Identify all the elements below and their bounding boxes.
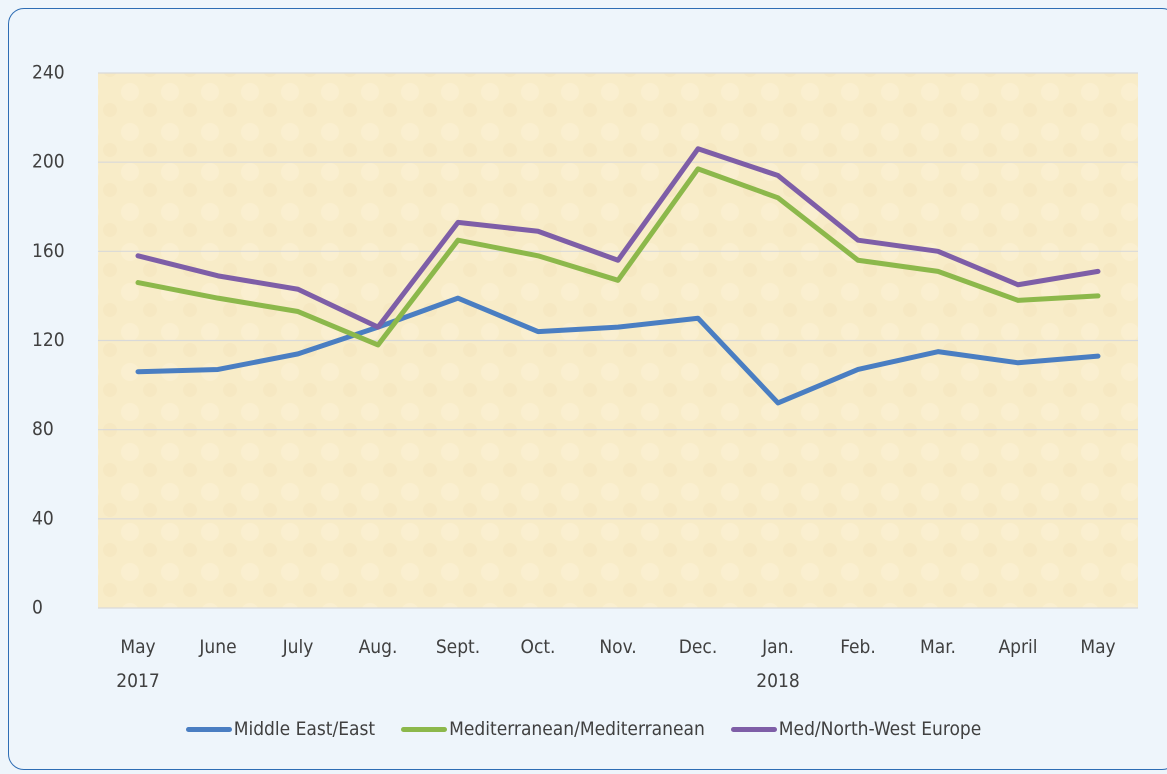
series-line <box>135 166 1101 348</box>
y-tick-label: 0 <box>32 597 43 619</box>
series-line <box>135 295 1101 406</box>
y-tick-label: 200 <box>32 151 65 173</box>
legend-item: Med/North-West Europe <box>730 718 982 740</box>
series-line <box>135 146 1101 330</box>
legend-label: Mediterranean/Mediterranean <box>449 718 705 740</box>
y-tick-label: 80 <box>32 418 54 440</box>
x-tick-label: Mar. <box>920 636 956 658</box>
x-tick-label: Jan. 2018 <box>756 636 800 692</box>
y-tick-label: 160 <box>32 240 65 262</box>
x-tick-label: May 2017 <box>116 636 160 692</box>
y-tick-label: 120 <box>32 329 65 351</box>
y-tick-label: 240 <box>32 62 65 84</box>
legend-label: Middle East/East <box>233 718 376 740</box>
legend-item: Middle East/East <box>185 718 376 740</box>
x-tick-label: May <box>1080 636 1116 658</box>
legend-label: Med/North-West Europe <box>778 718 982 740</box>
x-tick-label: April <box>998 636 1038 658</box>
legend-item: Mediterranean/Mediterranean <box>401 718 705 740</box>
x-tick-label: Aug. <box>358 636 398 658</box>
x-tick-label: Sept. <box>435 636 481 658</box>
y-tick-label: 40 <box>32 507 54 529</box>
x-tick-label: Oct. <box>520 636 556 658</box>
x-tick-label: Nov. <box>599 636 637 658</box>
legend-swatch <box>730 726 777 732</box>
x-tick-label: Dec. <box>678 636 718 658</box>
x-tick-label: Feb. <box>840 636 876 658</box>
legend: Middle East/East Mediterranean/Mediterran… <box>0 718 1167 740</box>
legend-swatch <box>185 726 232 732</box>
legend-swatch <box>401 726 448 732</box>
x-tick-label: July <box>282 636 314 658</box>
x-tick-label: June <box>199 636 237 658</box>
